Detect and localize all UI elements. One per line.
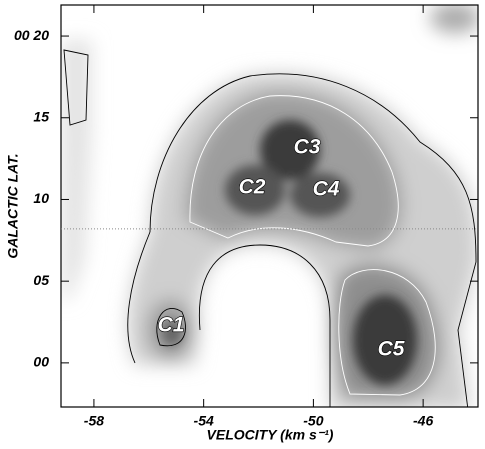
- annotation: C1: [158, 314, 185, 337]
- y-tick-label: 10: [33, 190, 49, 206]
- annotation: C4: [313, 178, 340, 201]
- y-tick-label: 15: [33, 108, 49, 124]
- plot-frame: [60, 4, 479, 408]
- intensity-map: [61, 5, 478, 407]
- y-tick-label: 05: [33, 272, 49, 288]
- x-axis-label: VELOCITY (km s⁻¹): [207, 427, 334, 443]
- y-axis-label: GALACTIC LAT.: [5, 153, 21, 258]
- y-tick-label: 00: [33, 354, 49, 370]
- annotation: C3: [294, 136, 321, 159]
- annotation: C2: [239, 176, 266, 199]
- x-tick-label: -46: [413, 413, 433, 429]
- x-tick-label: -58: [84, 413, 104, 429]
- x-tick-label: -50: [303, 413, 323, 429]
- annotation: C5: [378, 338, 405, 361]
- x-tick-label: -54: [194, 413, 214, 429]
- y-tick-label: 00 20: [14, 27, 49, 43]
